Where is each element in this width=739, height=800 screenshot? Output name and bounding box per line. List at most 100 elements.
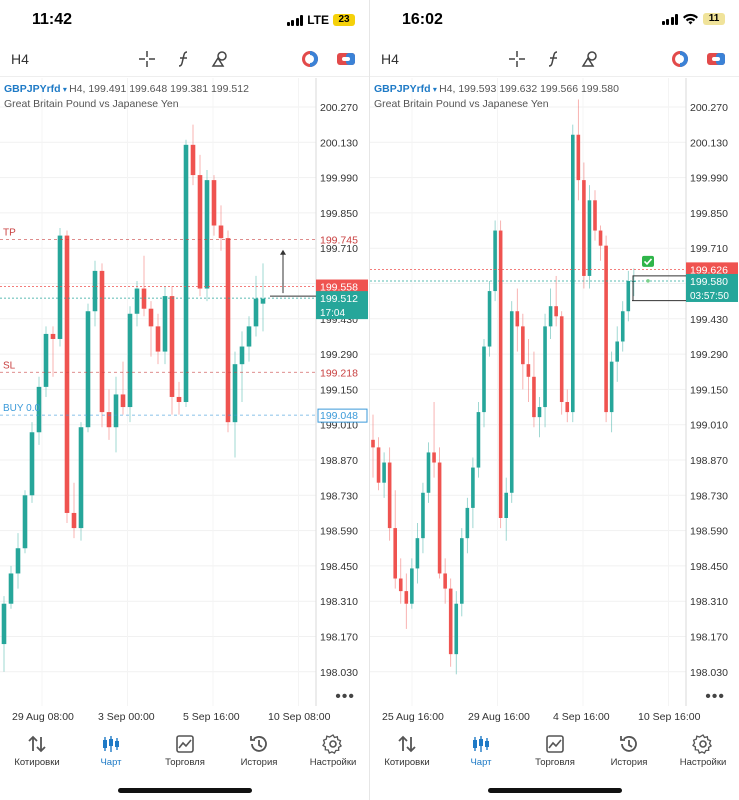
objects-icon[interactable] bbox=[580, 49, 600, 69]
price-label: 200.130 bbox=[320, 137, 358, 149]
chart-canvas[interactable]: 200.270 200.130 199.990 199.850 199.710 199.5… bbox=[0, 78, 369, 706]
price-label: 198.030 bbox=[320, 667, 358, 679]
chart-canvas[interactable]: 200.270 200.130 199.990 199.850 199.710 199.5… bbox=[370, 78, 739, 706]
candle-body bbox=[382, 462, 386, 483]
ask-price-tag bbox=[686, 262, 738, 277]
nav-chart[interactable]: Чарт bbox=[444, 730, 518, 768]
chart-info: GBPJPYrfd ▾ H4, 199.491 199.648 199.381 … bbox=[4, 83, 249, 110]
trade-icon[interactable] bbox=[336, 49, 356, 69]
one-click-trading-icon[interactable] bbox=[300, 49, 320, 69]
more-icon[interactable]: ••• bbox=[335, 688, 355, 705]
symbol-name[interactable]: GBPJPYrfd bbox=[374, 83, 431, 95]
candle-body bbox=[398, 578, 403, 592]
time-label: 4 Sep 16:00 bbox=[553, 711, 610, 723]
divider bbox=[369, 0, 370, 800]
nav-quotes[interactable]: Котировки bbox=[370, 730, 444, 768]
symbol-description: Great Britain Pound vs Japanese Yen bbox=[4, 98, 179, 110]
candle-body bbox=[460, 538, 464, 604]
symbol-description: Great Britain Pound vs Japanese Yen bbox=[374, 98, 549, 110]
status-indicators: 11 bbox=[661, 13, 725, 25]
candle-body bbox=[521, 326, 525, 365]
quotes-arrows-icon bbox=[398, 735, 416, 753]
ask-price-label: 199.626 bbox=[690, 264, 728, 276]
candles-chart-icon bbox=[103, 736, 119, 752]
nav-settings[interactable]: Настройки bbox=[666, 730, 739, 768]
nav-history[interactable]: История bbox=[592, 730, 666, 768]
indicators-icon[interactable] bbox=[174, 49, 194, 69]
candle-body bbox=[615, 341, 619, 362]
candle-body bbox=[134, 288, 140, 314]
sl-price-label: 199.218 bbox=[320, 367, 358, 379]
crosshair-icon[interactable] bbox=[507, 49, 527, 69]
candle-body bbox=[190, 144, 196, 176]
candle-body bbox=[15, 548, 21, 574]
candle-body bbox=[162, 296, 168, 352]
price-label: 199.430 bbox=[690, 314, 728, 326]
battery-icon: 23 bbox=[333, 14, 355, 26]
ohlc-values: H4, 199.593 199.632 199.566 199.580 bbox=[439, 83, 619, 95]
phone-screen-right: 16:02 11 H4 200.270 200.130 199.990 199.850… bbox=[370, 0, 739, 800]
price-chart[interactable]: 200.270 200.130 199.990 199.850 199.710 199.5… bbox=[370, 78, 739, 706]
trade-icon[interactable] bbox=[706, 49, 726, 69]
timeframe-button[interactable]: H4 bbox=[381, 51, 399, 67]
trade-chart-icon bbox=[176, 735, 194, 753]
bottom-nav: Котировки Чарт Торговля История Настройк… bbox=[0, 730, 369, 775]
candle-body bbox=[127, 313, 133, 408]
indicators-icon[interactable] bbox=[544, 49, 564, 69]
bid-price-tag bbox=[686, 273, 738, 302]
price-label: 198.030 bbox=[690, 667, 728, 679]
nav-quotes[interactable]: Котировки bbox=[0, 730, 74, 768]
candle-body bbox=[404, 591, 409, 604]
more-icon[interactable]: ••• bbox=[705, 688, 725, 705]
price-label: 199.150 bbox=[320, 384, 358, 396]
candle-body bbox=[504, 492, 508, 518]
time-label: 25 Aug 16:00 bbox=[382, 711, 444, 723]
price-label: 198.590 bbox=[320, 526, 358, 538]
price-label: 199.150 bbox=[690, 384, 728, 396]
trade-chart-icon bbox=[546, 735, 564, 753]
alert-marker-line bbox=[632, 275, 686, 301]
price-chart[interactable]: 200.270 200.130 199.990 199.850 199.710 199.5… bbox=[0, 78, 369, 706]
price-label: 198.310 bbox=[320, 596, 358, 608]
nav-history[interactable]: История bbox=[222, 730, 296, 768]
candle-body bbox=[532, 376, 536, 418]
candle-body bbox=[604, 245, 608, 413]
quotes-arrows-icon bbox=[28, 735, 46, 753]
bid-price-label: 199.512 bbox=[320, 293, 358, 305]
nav-trade[interactable]: Торговля bbox=[518, 730, 592, 768]
candle-body bbox=[155, 326, 161, 352]
time-label: 5 Sep 16:00 bbox=[183, 711, 240, 723]
price-label: 199.990 bbox=[320, 173, 358, 185]
candle-body bbox=[148, 308, 154, 327]
candle-body bbox=[225, 238, 231, 423]
ohlc-values: H4, 199.491 199.648 199.381 199.512 bbox=[69, 83, 249, 95]
candle-body bbox=[426, 452, 431, 493]
tp-price-label: 199.745 bbox=[320, 234, 358, 246]
home-indicator bbox=[488, 788, 622, 793]
chart-info: GBPJPYrfd ▾ H4, 199.593 199.632 199.566 … bbox=[374, 83, 619, 110]
symbol-name[interactable]: GBPJPYrfd bbox=[4, 83, 61, 95]
timeframe-button[interactable]: H4 bbox=[11, 51, 29, 67]
time-axis: 25 Aug 16:00 29 Aug 16:00 4 Sep 16:00 10… bbox=[370, 706, 739, 726]
candle-body bbox=[593, 200, 597, 231]
price-label: 199.290 bbox=[690, 349, 728, 361]
nav-settings[interactable]: Настройки bbox=[296, 730, 369, 768]
price-label: 199.010 bbox=[320, 420, 358, 432]
candle-body bbox=[99, 270, 105, 413]
ask-price-label: 199.558 bbox=[320, 282, 358, 294]
one-click-trading-icon[interactable] bbox=[670, 49, 690, 69]
price-label: 199.290 bbox=[320, 349, 358, 361]
objects-icon[interactable] bbox=[210, 49, 230, 69]
candle-body bbox=[526, 364, 531, 377]
nav-chart[interactable]: Чарт bbox=[74, 730, 148, 768]
price-label: 198.870 bbox=[320, 455, 358, 467]
candle-body bbox=[176, 396, 182, 403]
candle-body bbox=[29, 432, 35, 496]
candle-body bbox=[454, 603, 459, 655]
nav-trade[interactable]: Торговля bbox=[148, 730, 222, 768]
chart-toolbar: H4 bbox=[0, 42, 369, 77]
candle-body bbox=[432, 452, 436, 463]
crosshair-icon[interactable] bbox=[137, 49, 157, 69]
candle-body bbox=[448, 588, 453, 655]
candle-body bbox=[465, 507, 470, 539]
